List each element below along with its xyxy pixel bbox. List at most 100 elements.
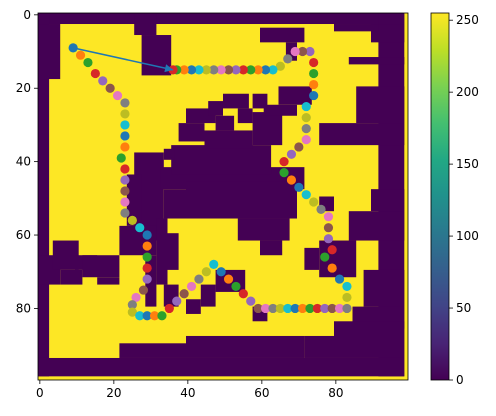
path-point xyxy=(157,311,167,321)
path-point xyxy=(186,65,197,75)
obstacle-cell xyxy=(356,86,405,124)
path-point xyxy=(268,303,278,314)
path-point xyxy=(323,212,334,222)
path-point xyxy=(142,230,152,240)
path-point xyxy=(334,274,345,284)
obstacle-cell xyxy=(52,240,79,270)
path-point xyxy=(268,65,278,75)
path-point xyxy=(297,303,308,314)
obstacle-cell xyxy=(348,57,405,65)
path-point xyxy=(297,46,308,57)
obstacle-cell xyxy=(204,130,253,149)
obstacle-cell xyxy=(237,218,290,241)
path-point xyxy=(135,223,145,233)
colorbar-tick-label: 0 xyxy=(456,373,464,387)
y-tick-label: 20 xyxy=(16,81,31,95)
path-point xyxy=(120,164,130,174)
path-point xyxy=(320,252,330,262)
colorbar-tick-label: 250 xyxy=(456,13,479,27)
path-point xyxy=(301,190,311,200)
path-point xyxy=(238,65,248,75)
path-point xyxy=(98,76,108,86)
obstacle-cell xyxy=(186,335,305,358)
path-point xyxy=(320,303,330,314)
path-point xyxy=(127,307,137,317)
path-point xyxy=(309,57,319,68)
path-point xyxy=(216,65,226,75)
path-point xyxy=(135,311,145,321)
x-tick-label: 20 xyxy=(106,386,121,400)
obstacle-cell xyxy=(134,13,157,36)
path-point xyxy=(246,65,256,75)
path-point xyxy=(323,234,334,244)
obstacle-cell xyxy=(348,211,405,241)
path-point xyxy=(127,215,137,225)
obstacle-cell xyxy=(260,27,305,43)
colorbar-tick-label: 100 xyxy=(456,229,479,243)
path-point xyxy=(279,157,289,167)
obstacle-cell xyxy=(334,321,405,358)
plot-frame xyxy=(37,12,409,381)
path-point xyxy=(138,285,149,295)
path-point xyxy=(309,79,319,90)
obstacle-cell xyxy=(60,269,83,285)
path-point xyxy=(127,300,137,310)
path-point xyxy=(201,267,211,277)
plot-area xyxy=(38,13,408,380)
path-point xyxy=(286,149,297,159)
path-point xyxy=(246,296,256,306)
obstacle-cell xyxy=(38,24,61,80)
obstacle-cell xyxy=(38,13,50,377)
path-point xyxy=(238,289,248,299)
obstacle-cell xyxy=(208,101,223,116)
path-point xyxy=(283,54,293,64)
x-tick-label: 80 xyxy=(328,386,343,400)
obstacle-cell xyxy=(304,247,320,270)
path-point xyxy=(301,124,311,134)
path-point xyxy=(294,142,304,152)
obstacle-cell xyxy=(156,218,168,285)
path-point xyxy=(120,109,130,119)
path-point xyxy=(283,303,293,314)
direction-arrow-head xyxy=(164,64,174,73)
y-axis: 0 20 40 60 80 xyxy=(16,8,38,315)
path-point xyxy=(142,274,152,284)
path-point xyxy=(334,303,345,314)
path-point xyxy=(201,65,211,75)
path-point xyxy=(231,281,241,292)
obstacle-cell xyxy=(319,123,405,146)
path-point xyxy=(120,208,130,218)
path-point xyxy=(301,112,311,123)
path-point xyxy=(327,263,337,273)
path-point xyxy=(342,281,352,292)
path-point xyxy=(327,245,337,255)
obstacle-cell xyxy=(119,343,186,358)
path-point xyxy=(309,68,319,79)
path-point xyxy=(120,175,130,185)
path-point xyxy=(120,186,130,196)
path-point xyxy=(90,68,100,79)
path-point xyxy=(342,292,352,303)
path-point xyxy=(216,267,226,277)
path-point xyxy=(260,65,271,75)
obstacle-cell xyxy=(167,233,179,270)
path-point xyxy=(194,65,204,75)
path-point xyxy=(179,65,189,75)
obstacle-cell xyxy=(263,104,297,116)
path-point xyxy=(120,131,130,141)
arrow-layer xyxy=(72,47,174,73)
colorbar-gradient xyxy=(430,12,450,381)
path-point xyxy=(342,303,352,314)
path-point xyxy=(223,274,234,284)
path-point xyxy=(301,101,311,112)
colorbar-tick-label: 50 xyxy=(456,301,471,315)
path-point xyxy=(194,274,204,284)
path-point xyxy=(116,153,126,163)
path-point xyxy=(309,197,319,207)
obstacle-cell xyxy=(82,255,120,278)
colorbar-tick-label: 150 xyxy=(456,157,479,171)
obstacle-cell xyxy=(178,123,205,142)
obstacle-cell xyxy=(163,189,186,219)
obstacle-cell xyxy=(363,269,405,307)
